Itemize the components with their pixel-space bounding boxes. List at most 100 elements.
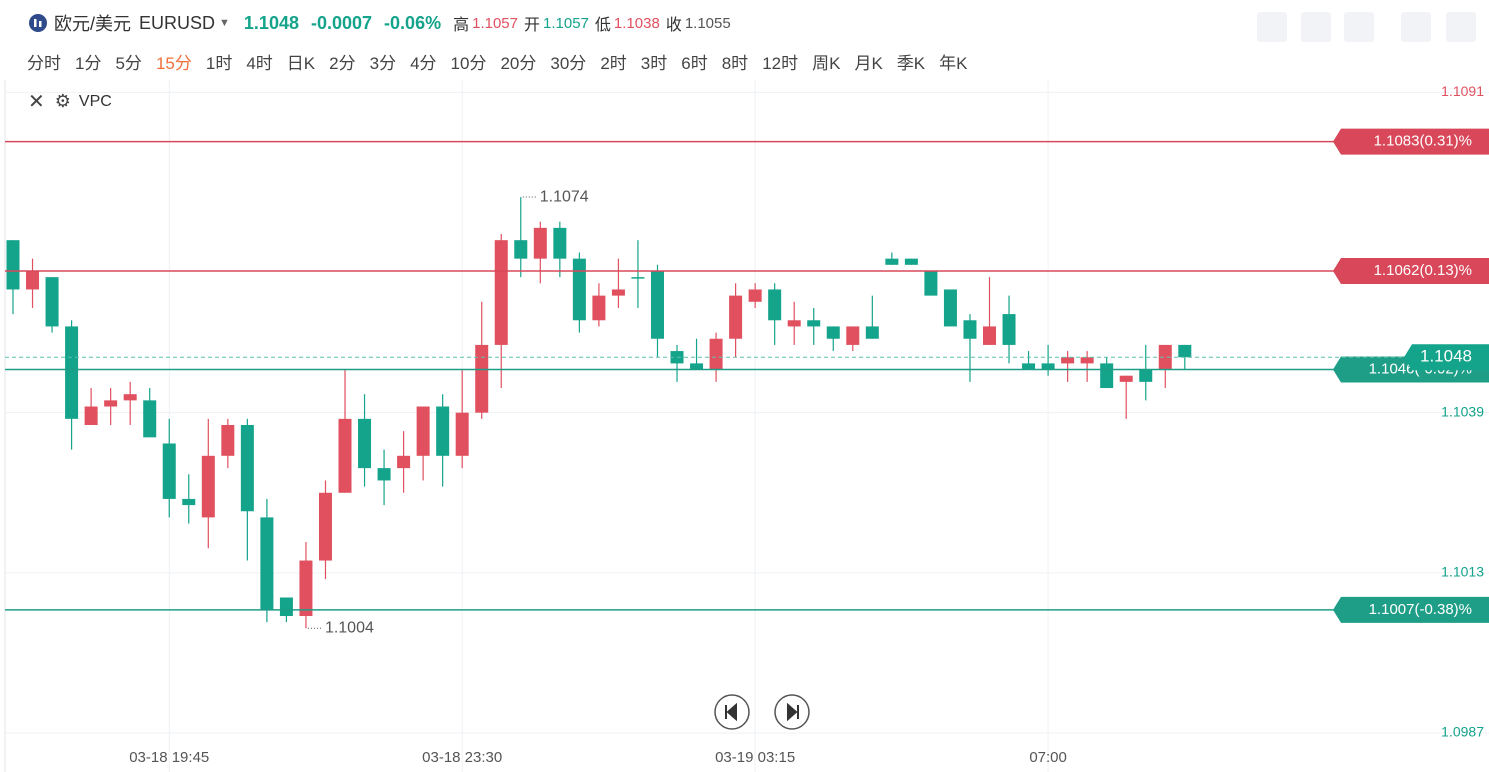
candle-body xyxy=(26,270,40,290)
price-line-tag xyxy=(1333,596,1489,623)
nav-icon xyxy=(725,702,737,722)
candle-body xyxy=(572,258,586,321)
open-label: 开 xyxy=(524,17,541,34)
candle-body xyxy=(182,498,196,506)
price-line-tag xyxy=(1333,128,1489,155)
tool-button[interactable] xyxy=(1301,12,1331,42)
candle-body xyxy=(553,227,567,259)
dropdown-arrow[interactable]: ▼ xyxy=(219,17,230,29)
timeframe[interactable]: 1时 xyxy=(205,53,233,73)
candle-body xyxy=(748,289,762,302)
extreme-label: 1.1004 xyxy=(325,620,374,637)
candle-body xyxy=(45,277,59,327)
candle-body xyxy=(983,326,996,345)
candle-body xyxy=(1061,357,1075,364)
candle-body xyxy=(397,455,411,469)
timeframe[interactable]: 年K xyxy=(939,53,968,73)
high-value: 1.1057 xyxy=(472,14,518,32)
candle-body xyxy=(963,320,977,339)
candle-body xyxy=(1158,344,1172,370)
candle-body xyxy=(299,560,313,616)
candle-body xyxy=(65,326,79,419)
tool-button[interactable] xyxy=(1344,12,1374,42)
low-label: 低 xyxy=(594,17,611,34)
x-tick-label: 03-18 23:30 xyxy=(422,749,502,766)
timeframe[interactable]: 4时 xyxy=(246,53,273,73)
timeframe[interactable]: 分时 xyxy=(27,53,61,73)
candle-body xyxy=(201,455,215,518)
candle-body xyxy=(1119,375,1133,382)
candle-body xyxy=(279,597,293,616)
timeframe[interactable]: 10分 xyxy=(450,53,487,73)
high-label: 高 xyxy=(453,17,470,34)
timeframe[interactable]: 6时 xyxy=(681,53,708,73)
candle-body xyxy=(514,240,528,259)
candle-body xyxy=(924,270,938,296)
candle-body xyxy=(123,394,137,401)
candle-body xyxy=(260,517,274,610)
timeframe[interactable]: 8时 xyxy=(721,53,749,73)
candle-body xyxy=(650,270,664,339)
timeframe[interactable]: 2时 xyxy=(600,53,627,73)
current-price-tag xyxy=(1404,344,1489,371)
x-tick-label: 07:00 xyxy=(1029,749,1067,766)
candle-body xyxy=(377,468,391,481)
timeframe[interactable]: 1分 xyxy=(75,53,102,73)
timeframe[interactable]: 15分 xyxy=(155,53,192,73)
candle-body xyxy=(768,289,782,321)
candle-body xyxy=(475,344,489,413)
tool-button[interactable] xyxy=(1257,12,1287,42)
candle-body xyxy=(807,320,821,327)
candle-body xyxy=(162,443,176,499)
settings-icon[interactable]: ⚙ xyxy=(54,91,71,111)
y-tick-label: 1.1013 xyxy=(1441,564,1484,580)
timeframe[interactable]: 2分 xyxy=(329,53,356,73)
pair-name: 欧元/美元 xyxy=(54,14,132,34)
candle-body xyxy=(358,418,372,469)
timeframe[interactable]: 季K xyxy=(896,53,926,73)
candle-body xyxy=(904,258,918,265)
logo-icon xyxy=(29,14,47,32)
candle-body xyxy=(416,406,430,456)
low-value: 1.1038 xyxy=(613,14,660,32)
candle-body xyxy=(533,227,547,259)
timeframe[interactable]: 12时 xyxy=(762,53,799,73)
timeframe[interactable]: 5分 xyxy=(115,53,142,73)
timeframe[interactable]: 20分 xyxy=(500,53,537,73)
timeframe[interactable]: 3分 xyxy=(369,53,397,73)
candle-body xyxy=(104,400,118,407)
price-line-label: 1.1083(0.31)% xyxy=(1374,133,1472,150)
candle-body xyxy=(846,326,860,345)
x-tick-label: 03-18 19:45 xyxy=(129,749,209,766)
y-tick-label: 1.1039 xyxy=(1441,403,1484,419)
candle-body xyxy=(1080,357,1094,364)
tool-button[interactable] xyxy=(1401,12,1431,42)
indicator-name: VPC xyxy=(78,92,112,110)
candle-body xyxy=(885,258,899,265)
price-line-label: 1.1007(-0.38)% xyxy=(1369,601,1472,618)
timeframe[interactable]: 4分 xyxy=(410,53,437,73)
candle-body xyxy=(729,295,743,339)
timeframe[interactable]: 3时 xyxy=(640,53,668,73)
close-indicator[interactable]: ✕ xyxy=(28,91,45,113)
candle-body xyxy=(631,277,645,279)
candle-body xyxy=(6,240,20,290)
price-line-label: 1.1062(0.13)% xyxy=(1374,262,1472,279)
candle-body xyxy=(1178,344,1192,358)
x-tick-label: 03-19 03:15 xyxy=(715,749,795,766)
timeframe[interactable]: 月K xyxy=(854,53,883,73)
quote-bar: 欧元/美元 EURUSD ▼ 1.1048 -0.0007 -0.06% 高 1… xyxy=(28,10,731,36)
timeframe[interactable]: 30分 xyxy=(550,53,587,73)
y-tick-label: 1.0987 xyxy=(1441,724,1484,740)
timeframe[interactable]: 周K xyxy=(812,53,841,73)
candle-body xyxy=(436,406,450,456)
price-line-tag xyxy=(1333,257,1489,284)
candle-body xyxy=(143,400,157,438)
timeframe[interactable]: 日K xyxy=(286,53,316,73)
candle-body xyxy=(1002,314,1016,345)
candle-body xyxy=(455,412,469,456)
tool-button[interactable] xyxy=(1446,12,1476,42)
symbol: EURUSD xyxy=(139,12,216,33)
candle-body xyxy=(787,320,801,327)
